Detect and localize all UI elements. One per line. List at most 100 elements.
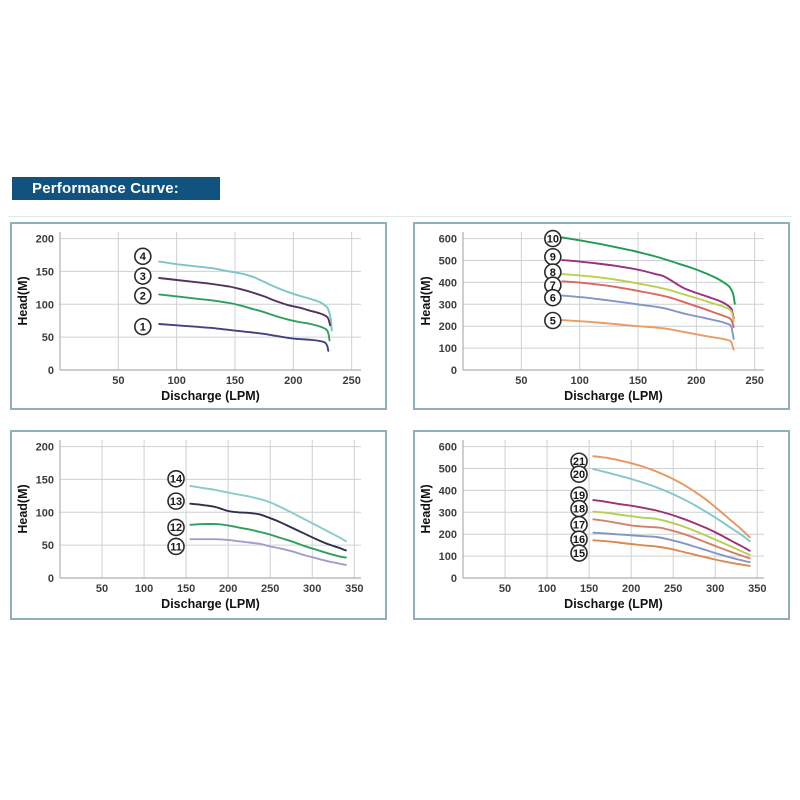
curve-5: [561, 319, 735, 351]
y-tick-label-500: 500: [439, 463, 457, 475]
chart-svg-top-right: 0 100 200 300 400 500 600 50 100 150 200 250 Dischar…: [419, 229, 764, 403]
curve-9: [561, 259, 735, 320]
curve-label-number-8: 8: [550, 267, 556, 279]
y-tick-label-50: 50: [42, 540, 54, 552]
y-tick-label-400: 400: [439, 277, 457, 289]
curve-13: [189, 502, 347, 552]
performance-chart-bottom-left: 0 50 100 150 200 50 100 150 200 250 300 350 Discharg…: [10, 430, 387, 620]
curve-label-number-3: 3: [140, 271, 146, 283]
performance-chart-top-right: 0 100 200 300 400 500 600 50 100 150 200 250 Dischar…: [413, 222, 790, 410]
curve-label-circle-1: [134, 317, 152, 336]
chart-svg-top-left: 0 50 100 150 200 50 100 150 200 250 Discharge (LPM…: [16, 232, 361, 403]
x-tick-label-200: 200: [687, 375, 705, 387]
curve-label-circle-14: [167, 469, 185, 488]
curve-label-number-1: 1: [140, 321, 146, 333]
curve-label-number-21: 21: [573, 456, 585, 468]
curve-label-number-9: 9: [550, 252, 556, 264]
x-tick-label-300: 300: [303, 583, 321, 595]
curve-1: [158, 323, 330, 352]
x-tick-label-250: 250: [261, 583, 279, 595]
y-tick-label-150: 150: [36, 474, 54, 486]
curve-label-number-5: 5: [550, 315, 556, 327]
x-axis-title: Discharge (LPM): [161, 597, 260, 611]
performance-chart-top-left: 0 50 100 150 200 50 100 150 200 250 Discharge (LPM…: [10, 222, 387, 410]
y-axis-title: Head(M): [419, 484, 433, 533]
curve-6: [561, 294, 735, 340]
y-tick-label-0: 0: [451, 365, 457, 377]
x-tick-label-50: 50: [515, 375, 527, 387]
y-tick-label-200: 200: [36, 234, 54, 246]
x-axis-title: Discharge (LPM): [564, 597, 663, 611]
x-axis-title: Discharge (LPM): [161, 389, 260, 403]
curve-label-circle-13: [167, 492, 185, 510]
curve-label-circle-4: [134, 247, 152, 266]
curve-label-number-4: 4: [140, 251, 147, 263]
y-tick-label-200: 200: [36, 442, 54, 454]
y-tick-label-100: 100: [439, 551, 457, 563]
x-tick-label-150: 150: [629, 375, 647, 387]
y-tick-label-500: 500: [439, 255, 457, 267]
y-tick-label-200: 200: [439, 321, 457, 333]
curve-17: [592, 518, 751, 560]
curve-label-circle-12: [167, 518, 185, 537]
separator-line: [8, 216, 792, 217]
curve-label-number-13: 13: [170, 496, 182, 508]
curve-3: [158, 277, 332, 327]
x-tick-label-100: 100: [570, 375, 588, 387]
curve-label-number-18: 18: [573, 503, 585, 515]
x-tick-label-200: 200: [284, 375, 302, 387]
curve-16: [592, 531, 751, 564]
curve-label-circle-5: [544, 311, 562, 330]
x-tick-label-150: 150: [226, 375, 244, 387]
chart-svg-bottom-right: 0 100 200 300 400 500 600 50 100 150 200 250 300 350 D…: [419, 440, 766, 611]
y-tick-label-600: 600: [439, 234, 457, 246]
x-tick-label-100: 100: [538, 583, 556, 595]
x-tick-label-250: 250: [745, 375, 763, 387]
curve-label-number-6: 6: [550, 293, 556, 305]
curve-label-number-17: 17: [573, 519, 585, 531]
curve-label-number-14: 14: [170, 474, 183, 486]
curve-label-circle-15: [570, 544, 588, 562]
x-tick-label-100: 100: [135, 583, 153, 595]
y-axis-title: Head(M): [419, 276, 433, 325]
curve-20: [592, 468, 751, 543]
x-tick-label-350: 350: [748, 583, 766, 595]
y-axis-title: Head(M): [16, 484, 30, 533]
y-tick-label-300: 300: [439, 299, 457, 311]
y-tick-label-100: 100: [36, 507, 54, 519]
curve-label-circle-10: [544, 229, 562, 248]
y-tick-label-100: 100: [439, 343, 457, 355]
x-tick-label-350: 350: [345, 583, 363, 595]
curve-label-number-16: 16: [573, 534, 585, 546]
curve-21: [592, 455, 751, 539]
curve-18: [592, 510, 751, 556]
curve-label-circle-20: [570, 465, 588, 483]
curve-2: [158, 293, 331, 342]
y-tick-label-600: 600: [439, 442, 457, 454]
x-tick-label-150: 150: [580, 583, 598, 595]
curve-label-number-20: 20: [573, 469, 585, 481]
x-tick-label-50: 50: [112, 375, 124, 387]
chart-svg-bottom-left: 0 50 100 150 200 50 100 150 200 250 300 350 Discharg…: [16, 440, 363, 611]
x-tick-label-200: 200: [622, 583, 640, 595]
curve-label-number-11: 11: [170, 541, 182, 553]
y-tick-label-300: 300: [439, 507, 457, 519]
curve-label-circle-2: [134, 286, 152, 305]
curve-label-number-10: 10: [547, 233, 559, 245]
y-tick-label-0: 0: [451, 573, 457, 585]
curve-label-number-2: 2: [140, 291, 146, 303]
x-tick-label-200: 200: [219, 583, 237, 595]
y-tick-label-50: 50: [42, 332, 54, 344]
x-tick-label-100: 100: [167, 375, 185, 387]
x-tick-label-250: 250: [664, 583, 682, 595]
y-tick-label-0: 0: [48, 365, 54, 377]
curve-label-number-19: 19: [573, 490, 585, 502]
x-tick-label-150: 150: [177, 583, 195, 595]
y-tick-label-400: 400: [439, 485, 457, 497]
curve-label-circle-3: [134, 267, 152, 285]
x-axis-title: Discharge (LPM): [564, 389, 663, 403]
x-tick-label-50: 50: [499, 583, 511, 595]
curve-11: [189, 538, 347, 566]
x-tick-label-250: 250: [342, 375, 360, 387]
curve-15: [592, 539, 751, 567]
